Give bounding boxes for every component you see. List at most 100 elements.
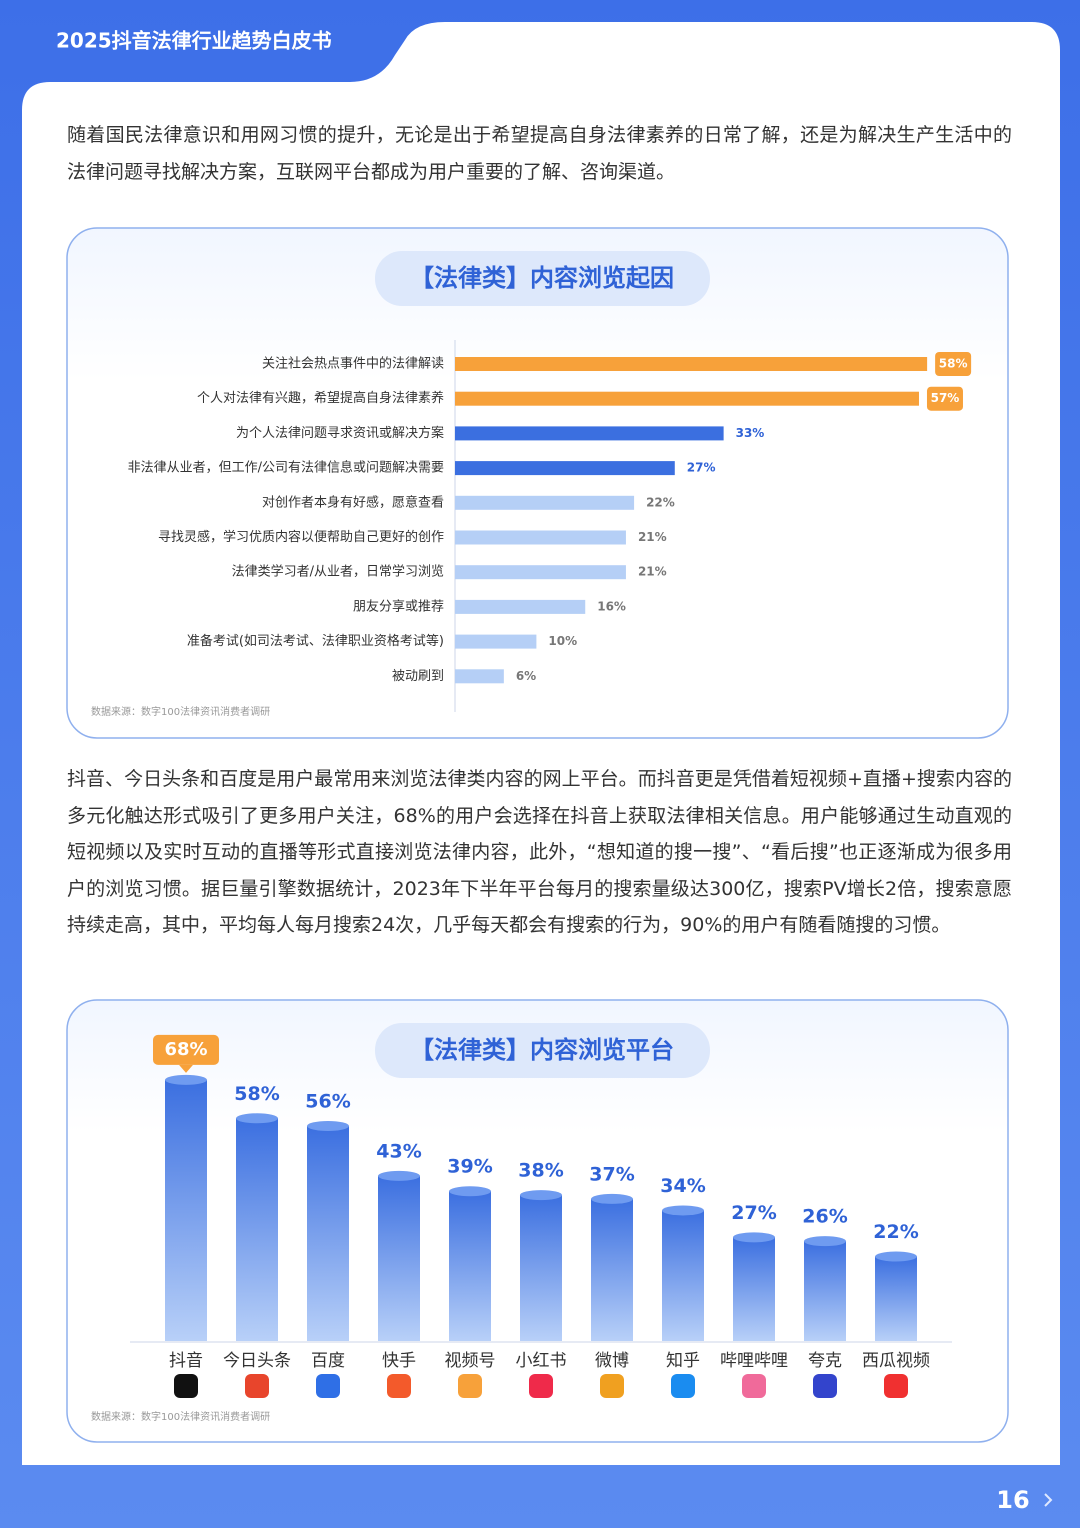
bar-cap: [875, 1251, 917, 1262]
value-label: 21%: [638, 530, 667, 544]
category-label: 今日头条: [223, 1351, 291, 1371]
chart-title-pill: [375, 251, 710, 306]
bar: [520, 1195, 562, 1341]
bar-cap: [591, 1193, 633, 1204]
bar: [455, 426, 724, 441]
chart-title: 【法律类】内容浏览起因: [410, 264, 674, 292]
value-label: 10%: [548, 634, 577, 648]
platform-icon: [529, 1374, 553, 1398]
value-label: 21%: [638, 565, 667, 579]
chart-box: [66, 227, 1009, 739]
header-title: 2025抖音法律行业趋势白皮书: [56, 29, 332, 53]
bar: [591, 1198, 633, 1341]
category-label: 快手: [382, 1351, 416, 1371]
value-label: 16%: [597, 599, 626, 613]
platform-icon: [387, 1374, 411, 1398]
bar: [307, 1125, 349, 1341]
bar: [455, 357, 928, 371]
category-label: 为个人法律问题寻求资讯或解决方案: [236, 425, 444, 441]
bar: [378, 1175, 420, 1341]
bar-cap: [307, 1120, 349, 1131]
bar: [455, 669, 504, 684]
value-label: 22%: [873, 1221, 918, 1243]
bar-cap: [378, 1170, 420, 1181]
chart-title-pill: [375, 1023, 710, 1078]
value-label: 38%: [518, 1160, 563, 1182]
platform-icon: [600, 1374, 624, 1398]
bar: [875, 1256, 917, 1341]
bar: [455, 565, 626, 580]
category-label: 百度: [311, 1351, 345, 1371]
category-label: 微博: [595, 1351, 629, 1371]
value-label: 39%: [447, 1156, 492, 1178]
value-label: 26%: [802, 1206, 847, 1228]
platform-icon: [458, 1374, 482, 1398]
value-label: 27%: [687, 461, 716, 475]
category-label: 对创作者本身有好感，愿意查看: [262, 494, 444, 510]
bar: [455, 495, 635, 510]
bar: [455, 634, 537, 649]
bar-cap: [662, 1205, 704, 1216]
paragraph: 随着国民法律意识和用网习惯的提升，无论是出于希望提高自身法律素养的日常了解，还是…: [67, 124, 1012, 183]
category-label: 法律类学习者/从业者，日常学习浏览: [232, 564, 444, 580]
paragraph: 抖音、今日头条和百度是用户最常用来浏览法律类内容的网上平台。而抖音更是凭借着短视…: [67, 768, 1012, 936]
bar: [455, 599, 586, 614]
bar: [449, 1191, 491, 1341]
category-label: 寻找灵感，学习优质内容以便帮助自己更好的创作: [158, 529, 444, 545]
platform-icon: [316, 1374, 340, 1398]
bar: [662, 1210, 704, 1341]
bar-cap: [733, 1232, 775, 1243]
platform-icon: [174, 1374, 198, 1398]
value-label-box: [153, 1034, 219, 1065]
value-label: 56%: [305, 1090, 350, 1112]
platform-icon: [742, 1374, 766, 1398]
bar: [455, 530, 626, 545]
category-label: 非法律从业者，但工作/公司有法律信息或问题解决需要: [128, 460, 444, 476]
bar-cap: [449, 1186, 491, 1197]
value-label: 34%: [660, 1175, 705, 1197]
source-note: 数据来源：数字100法律资讯消费者调研: [91, 705, 270, 718]
value-label: 33%: [736, 426, 765, 440]
category-label: 抖音: [169, 1351, 203, 1371]
source-note: 数据来源：数字100法律资讯消费者调研: [91, 1410, 270, 1423]
value-label: 43%: [376, 1140, 421, 1162]
platform-icon: [245, 1374, 269, 1398]
value-label-box: [926, 386, 963, 411]
next-arrow: [1044, 1493, 1053, 1507]
value-label: 57%: [931, 391, 960, 405]
bar: [455, 391, 919, 406]
value-label: 58%: [939, 357, 968, 371]
page-number: 16: [996, 1486, 1029, 1514]
category-label: 朋友分享或推荐: [353, 598, 444, 614]
bar: [236, 1118, 278, 1341]
category-label: 夸克: [808, 1351, 842, 1371]
bar: [733, 1237, 775, 1341]
bar-cap: [804, 1236, 846, 1247]
value-label: 58%: [234, 1083, 279, 1105]
bar: [804, 1241, 846, 1341]
category-label: 个人对法律有兴趣，希望提高自身法律素养: [197, 390, 444, 406]
platform-icon: [671, 1374, 695, 1398]
category-label: 关注社会热点事件中的法律解读: [262, 356, 444, 372]
category-label: 准备考试(如司法考试、法律职业资格考试等): [187, 633, 444, 649]
category-label: 被动刷到: [392, 669, 444, 684]
value-label: 27%: [731, 1202, 776, 1224]
value-label: 6%: [516, 669, 536, 683]
bar: [455, 461, 675, 476]
callout-tip: [179, 1064, 193, 1073]
chart-title: 【法律类】内容浏览平台: [410, 1036, 674, 1064]
value-label: 68%: [164, 1039, 207, 1060]
platform-icon: [884, 1374, 908, 1398]
value-label-box: [935, 352, 972, 376]
category-label: 小红书: [516, 1351, 567, 1371]
category-label: 视频号: [445, 1351, 496, 1371]
bar-cap: [236, 1113, 278, 1124]
value-label: 37%: [589, 1163, 634, 1185]
platform-icon: [813, 1374, 837, 1398]
bar-cap: [520, 1190, 562, 1201]
bar-cap: [165, 1074, 207, 1085]
category-label: 哔哩哔哩: [720, 1351, 788, 1371]
bar: [165, 1079, 207, 1341]
